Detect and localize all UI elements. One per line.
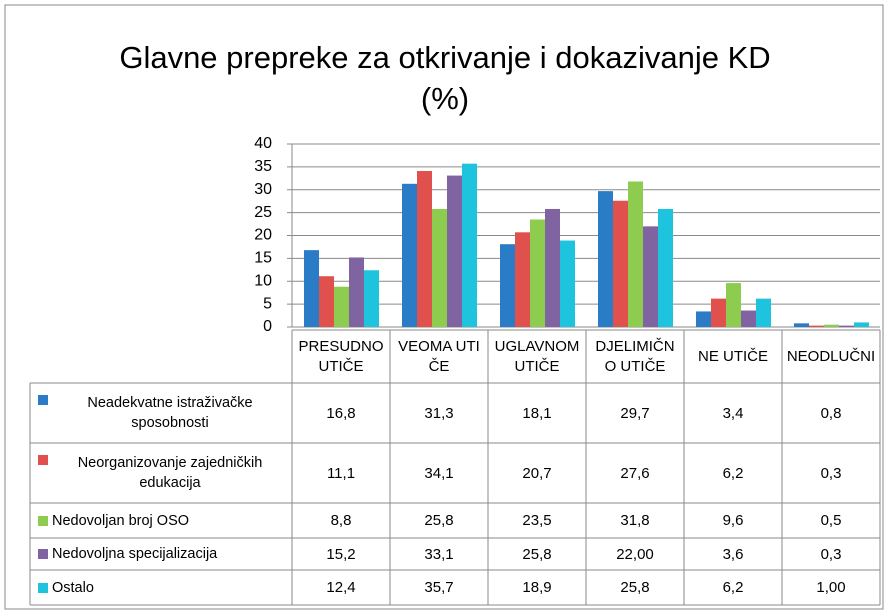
y-tick-label: 0: [263, 318, 272, 335]
bar: [756, 298, 771, 327]
value-label: 27,6: [620, 464, 650, 482]
x-tick-label: NEODLUČNI: [786, 347, 876, 365]
value-label: 25,8: [424, 512, 454, 529]
y-tick-label: 20: [254, 227, 272, 244]
value-label: 1,00: [816, 579, 846, 596]
bar: [726, 283, 741, 327]
y-tick-label: 25: [254, 204, 272, 221]
bar: [658, 208, 673, 327]
bar: [530, 219, 545, 327]
value-label: 6,2: [722, 579, 744, 596]
value-label: 0,5: [820, 512, 842, 529]
legend-label: Neorganizovanje zajedničkih edukacija: [77, 455, 263, 491]
legend-label: Nedovoljna specijalizacija: [52, 546, 218, 562]
value-label: 15,2: [326, 545, 356, 563]
legend-marker: [38, 515, 48, 526]
value-label: 31,3: [424, 404, 454, 422]
value-label: 25,8: [620, 579, 650, 596]
legend-label: Ostalo: [52, 579, 94, 596]
bar: [696, 311, 711, 327]
bar: [462, 163, 477, 327]
value-label: 23,5: [522, 512, 552, 529]
legend-marker: [38, 582, 48, 593]
value-label: 0,3: [820, 464, 842, 482]
bar: [402, 183, 417, 327]
value-label: 16,8: [326, 404, 356, 422]
value-label: 18,1: [522, 404, 552, 422]
bar: [824, 324, 839, 327]
bar: [349, 257, 364, 327]
bar: [628, 181, 643, 327]
y-tick-label: 40: [254, 135, 272, 152]
bar: [432, 208, 447, 327]
legend-marker: [38, 455, 48, 465]
value-label: 33,1: [424, 545, 454, 563]
y-tick-label: 30: [254, 181, 272, 198]
y-tick-label: 35: [254, 158, 272, 175]
value-label: 18,9: [522, 579, 552, 596]
value-label: 0,3: [820, 545, 842, 563]
bar: [500, 244, 515, 327]
chart-title: Glavne prepreke za otkrivanje i dokaziva…: [119, 40, 770, 75]
legend-label: Neadekvatne istraživačke sposobnosti: [87, 395, 253, 431]
legend-label: Nedovoljan broj OSO: [52, 512, 190, 529]
x-tick-label: DJELIMIČNO UTIČE: [595, 337, 675, 375]
x-tick-label: NE UTIČE: [697, 347, 768, 365]
value-label: 0,8: [820, 404, 842, 422]
bar: [741, 310, 756, 327]
value-label: 34,1: [424, 464, 454, 482]
value-label: 22,00: [616, 545, 654, 563]
y-tick-label: 10: [254, 272, 272, 289]
value-label: 31,8: [620, 512, 650, 529]
value-label: 20,7: [522, 464, 552, 482]
bar: [809, 325, 824, 327]
x-tick-label: VEOMA UTIČE: [398, 337, 480, 375]
bar: [545, 208, 560, 327]
bar: [447, 175, 462, 327]
bar: [613, 200, 628, 327]
legend-marker: [38, 395, 48, 405]
bar: [304, 250, 319, 327]
value-label: 12,4: [326, 579, 356, 596]
bar: [319, 276, 334, 327]
value-label: 29,7: [620, 404, 650, 422]
bar: [711, 298, 726, 327]
bar: [364, 270, 379, 327]
bar: [598, 191, 613, 327]
y-tick-label: 15: [254, 250, 272, 267]
value-label: 9,6: [722, 512, 744, 529]
bar: [839, 325, 854, 327]
bar: [854, 322, 869, 327]
bar: [334, 286, 349, 327]
y-tick-label: 5: [263, 295, 272, 312]
bar: [515, 232, 530, 327]
bar: [794, 323, 809, 327]
bar: [643, 226, 658, 327]
x-tick-label: PRESUDNO UTIČE: [298, 337, 384, 375]
bar: [560, 240, 575, 327]
value-label: 11,1: [326, 464, 356, 482]
value-label: 3,6: [722, 545, 744, 563]
value-label: 35,7: [424, 579, 454, 596]
value-label: 3,4: [722, 404, 744, 422]
chart-subtitle: (%): [421, 81, 469, 116]
bar: [417, 170, 432, 327]
value-label: 8,8: [330, 512, 352, 529]
value-label: 6,2: [722, 464, 744, 482]
legend-marker: [38, 549, 48, 559]
x-tick-label: UGLAVNOM UTIČE: [494, 337, 580, 375]
value-label: 25,8: [522, 545, 552, 563]
